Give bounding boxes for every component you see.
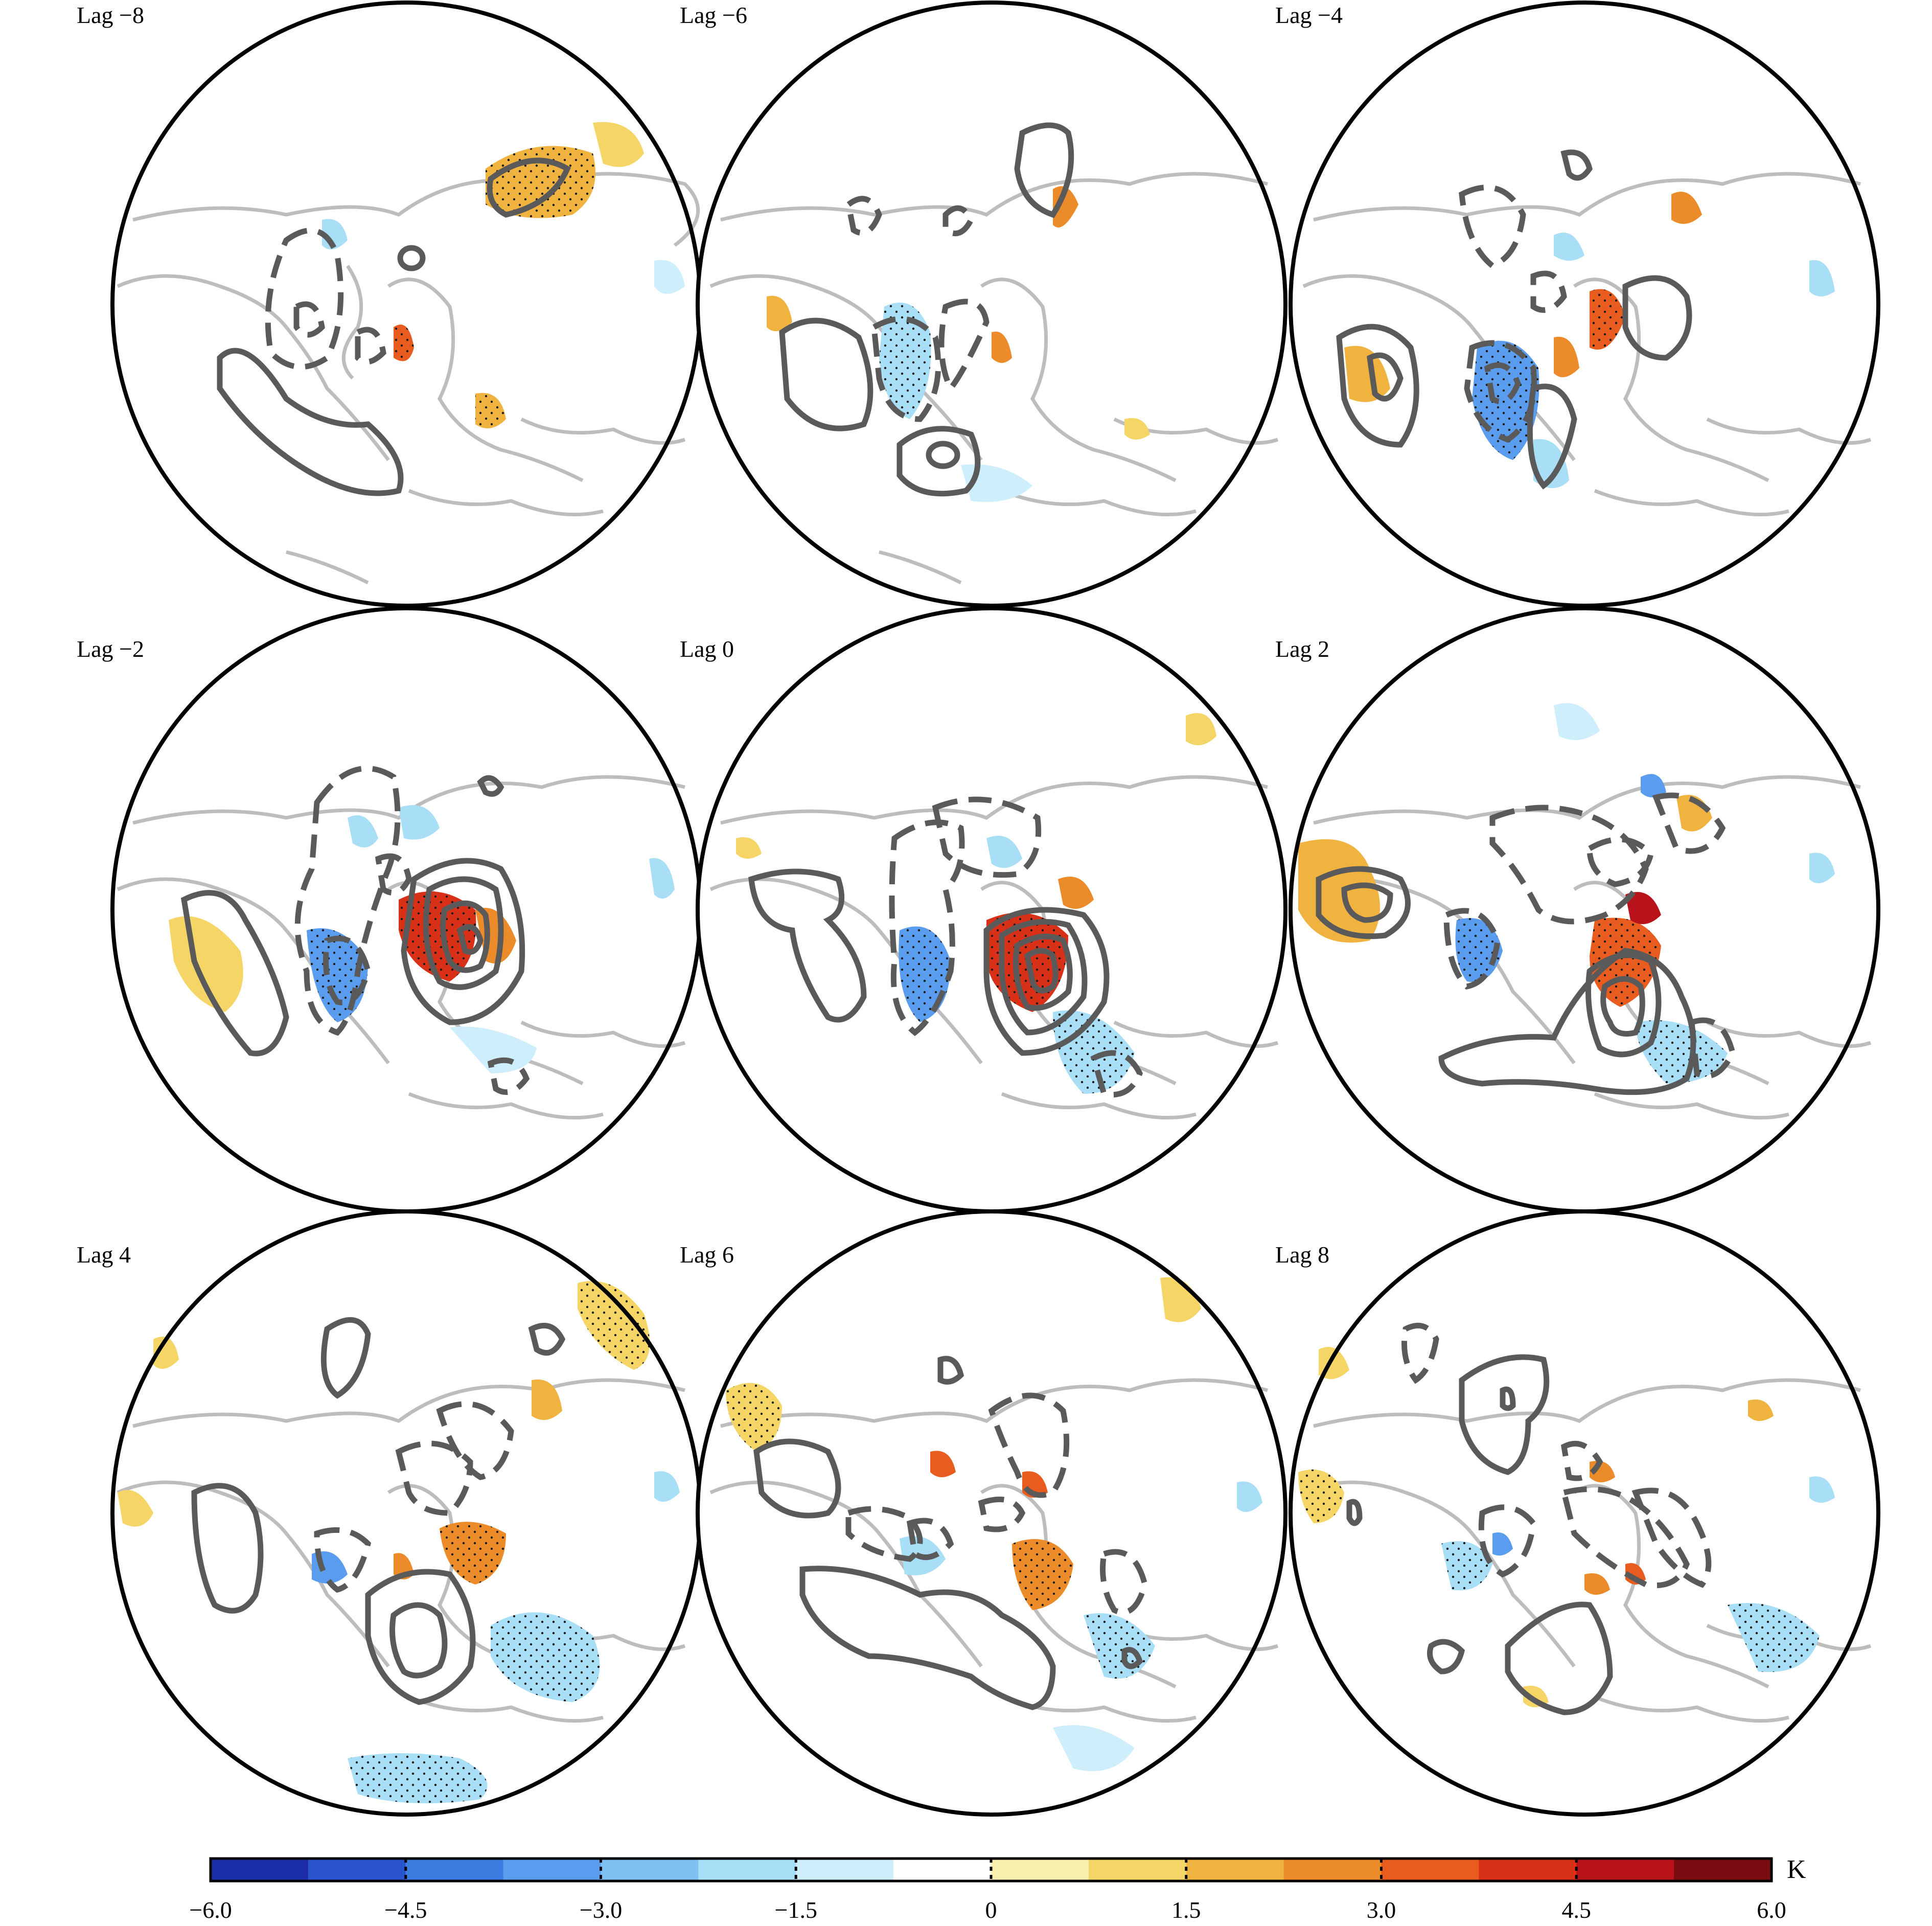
colorbar-unit: K [1787, 1855, 1806, 1884]
colorbar-tick-label: −1.5 [775, 1897, 817, 1923]
colorbar-swatch [991, 1859, 1089, 1881]
colorbar-tick-label: −3.0 [580, 1897, 622, 1923]
panel-lag-0: Lag 0 [680, 606, 1287, 1213]
geopotential-contours [1336, 149, 1692, 490]
colorbar-swatch [1576, 1859, 1675, 1881]
panel-label: Lag −4 [1275, 2, 1343, 28]
colorbar-swatch [1479, 1859, 1577, 1881]
geopotential-contours [753, 1356, 1148, 1710]
panel-lag-8: Lag 8 [1275, 1209, 1880, 1817]
colorbar-swatch [211, 1859, 309, 1881]
temperature-anomalies [118, 1281, 680, 1803]
panel-label: Lag −6 [680, 2, 747, 28]
panel-lag-minus2: Lag −2 [77, 606, 702, 1213]
colorbar-swatch [405, 1859, 504, 1881]
colorbar-swatch [1186, 1859, 1284, 1881]
colorbar-swatch [1674, 1859, 1772, 1881]
temperature-anomalies [767, 186, 1150, 502]
colorbar-swatch [503, 1859, 602, 1881]
panel-lag-2: Lag 2 [1275, 606, 1880, 1213]
colorbar-swatch [1088, 1859, 1187, 1881]
panel-label: Lag 6 [680, 1242, 734, 1268]
geopotential-contours [1316, 792, 1736, 1095]
colorbar-swatch [698, 1859, 797, 1881]
panel-label: Lag 4 [77, 1242, 131, 1268]
colorbar: −6.0 −4.5 −3.0 −1.5 0 1.5 3.0 4.5 6.0 K [189, 1855, 1806, 1923]
panel-label: Lag 8 [1275, 1242, 1329, 1268]
colorbar-swatch [1283, 1859, 1382, 1881]
geopotential-contours [1346, 1322, 1712, 1715]
panel-lag-minus4: Lag −4 [1275, 1, 1880, 608]
colorbar-tick-label: −4.5 [384, 1897, 427, 1923]
colorbar-swatches [211, 1859, 1772, 1881]
colorbar-tick-label: 1.5 [1171, 1897, 1201, 1923]
temperature-anomalies [322, 122, 685, 428]
colorbar-swatch [601, 1859, 699, 1881]
colorbar-tick-label: 4.5 [1562, 1897, 1592, 1923]
colorbar-tick-label: 0 [985, 1897, 997, 1923]
colorbar-tick-label: −6.0 [189, 1897, 232, 1923]
geopotential-contours [180, 765, 530, 1095]
temperature-anomalies [1298, 1347, 1835, 1707]
geopotential-contours [748, 796, 1143, 1098]
geopotential-contours [779, 122, 1074, 497]
colorbar-tick-label: 6.0 [1757, 1897, 1786, 1923]
panel-lag-minus6: Lag −6 [680, 1, 1287, 608]
coastlines [117, 172, 700, 585]
panel-label: Lag 2 [1275, 636, 1329, 662]
colorbar-swatch [893, 1859, 992, 1881]
geopotential-contours [191, 1317, 566, 1705]
panel-label: Lag −8 [77, 2, 144, 28]
colorbar-swatch [1381, 1859, 1480, 1881]
panel-lag-minus8: Lag −8 [77, 1, 702, 608]
colorbar-ticks: −6.0 −4.5 −3.0 −1.5 0 1.5 3.0 4.5 6.0 [189, 1859, 1786, 1923]
panel-label: Lag −2 [77, 636, 144, 662]
panel-label: Lag 0 [680, 636, 734, 662]
colorbar-swatch [308, 1859, 406, 1881]
geopotential-contours [217, 157, 571, 496]
panel-lag-6: Lag 6 [680, 1209, 1287, 1817]
colorbar-tick-label: 3.0 [1367, 1897, 1396, 1923]
panel-lag-4: Lag 4 [77, 1209, 702, 1817]
colorbar-swatch [796, 1859, 894, 1881]
